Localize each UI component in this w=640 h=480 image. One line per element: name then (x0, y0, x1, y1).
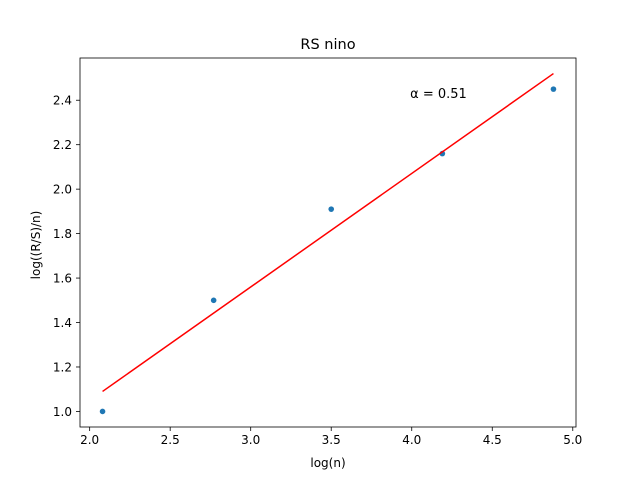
x-tick-label: 3.5 (322, 433, 341, 447)
y-tick-label: 1.0 (53, 405, 72, 419)
alpha-annotation: α = 0.51 (410, 87, 467, 102)
y-tick-label: 2.4 (53, 94, 72, 108)
data-point (99, 408, 106, 415)
y-axis-label: log((R/S)/n) (29, 211, 43, 280)
x-tick-label: 4.0 (402, 433, 421, 447)
axes-frame (79, 57, 577, 428)
y-tick-label: 1.2 (53, 360, 72, 374)
data-point (550, 86, 557, 92)
x-tick-label: 3.0 (241, 433, 260, 447)
y-tick-label: 2.0 (53, 183, 72, 197)
y-tick-label: 1.6 (53, 272, 72, 286)
y-tick-label: 1.8 (53, 227, 72, 241)
plot-area: 2.0 2.5 3.0 3.5 4.0 4.5 5.0 1.0 1.2 1.4 1.6 1.8 2.0 2… (53, 57, 582, 447)
data-point (328, 206, 335, 212)
x-tick-label: 2.5 (161, 433, 180, 447)
y-tick-label: 1.4 (53, 316, 72, 330)
fit-line (102, 72, 554, 393)
data-point (210, 297, 217, 304)
y-tick-label: 2.2 (53, 138, 72, 152)
x-tick-label: 5.0 (563, 433, 582, 447)
x-axis-label: log(n) (310, 456, 345, 470)
x-tick-label: 4.5 (483, 433, 502, 447)
chart-title: RS nino (300, 37, 355, 53)
x-tick-label: 2.0 (80, 433, 99, 447)
